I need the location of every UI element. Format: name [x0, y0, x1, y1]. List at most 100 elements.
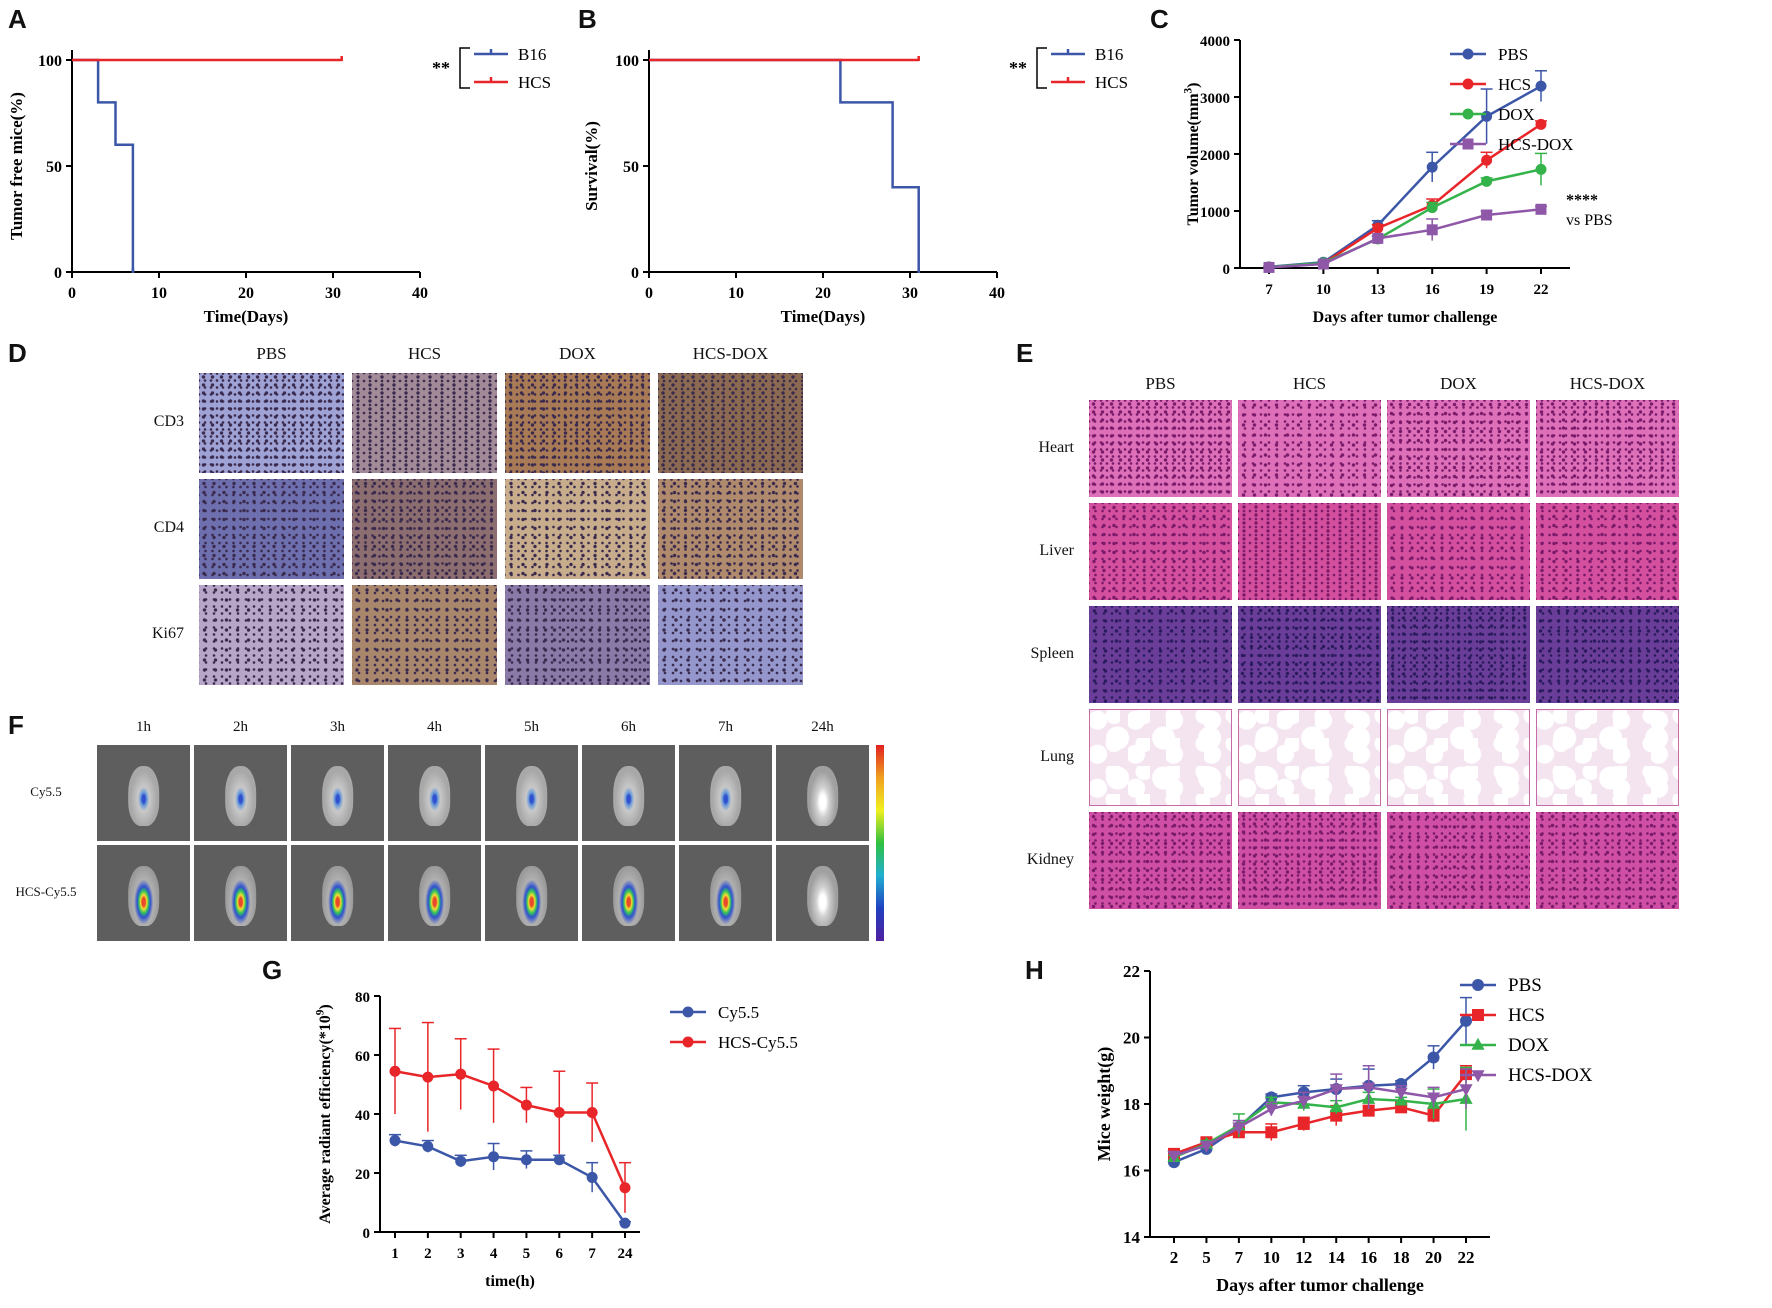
- fluorescence-image: [485, 745, 578, 841]
- panel-letter-h: H: [1025, 955, 1044, 985]
- y-tick-label: 50: [623, 159, 639, 176]
- data-point-hcs-dox: [1317, 258, 1329, 270]
- data-point-cy5-5: [488, 1151, 500, 1163]
- legend-label-hcs-dox: HCS-DOX: [1498, 135, 1574, 154]
- x-tick-label: 20: [815, 285, 831, 302]
- chart-c-tumor-volume: 7 10 13 16 19 22 0 1000 2000 3000 4000 Days after t…: [1183, 34, 1613, 326]
- mouse-silhouette: [515, 866, 548, 926]
- x-tick-label: 19: [1479, 282, 1494, 298]
- legend-marker-hcs-dox: [1462, 138, 1474, 150]
- column-label: 4h: [427, 719, 442, 735]
- y-tick-label: 0: [54, 265, 62, 282]
- chart-h-mice-weight: 2 5 7 10 12 14 16 18 20 22 14 16 18 20 22 Days after tu…: [1094, 962, 1593, 1295]
- x-axis-label: Days after tumor challenge: [1216, 1275, 1424, 1295]
- y-tick-label: 14: [1123, 1228, 1141, 1247]
- legend-label-hcs-cy5-5: HCS-Cy5.5: [718, 1033, 798, 1052]
- data-point-hcs-cy5-5: [389, 1065, 401, 1077]
- ihc-image: [505, 479, 650, 579]
- x-tick-label: 13: [1370, 282, 1385, 298]
- mouse-silhouette: [612, 766, 645, 826]
- significance-bracket: [459, 47, 470, 89]
- x-tick-label: 14: [1328, 1248, 1346, 1267]
- x-axis-label: time(h): [485, 1273, 535, 1290]
- data-point-hcs-dox: [1264, 1104, 1278, 1117]
- data-point-hcs-dox: [1297, 1095, 1311, 1108]
- mouse-silhouette: [612, 866, 645, 926]
- he-image: [1089, 812, 1232, 909]
- ihc-image: [658, 585, 803, 685]
- data-point-cy5-5: [455, 1155, 467, 1167]
- fluorescence-image: [97, 745, 190, 841]
- column-label: DOX: [559, 344, 596, 363]
- legend-marker-cy5-5: [682, 1006, 694, 1018]
- row-label: Spleen: [1030, 644, 1074, 662]
- legend-marker-pbs: [1462, 48, 1474, 60]
- data-point-pbs: [1460, 1014, 1472, 1027]
- ylabel-end: ): [1185, 83, 1202, 88]
- chart-g-radiant-efficiency: 1 2 3 4 5 6 7 24 0 20 40 60 80 time(h) Average radiant…: [315, 990, 798, 1290]
- he-image: [1387, 400, 1530, 497]
- data-point-cy5-5: [422, 1140, 434, 1152]
- significance-bracket: [1036, 47, 1047, 89]
- x-tick-label: 40: [989, 285, 1005, 302]
- y-tick-label: 18: [1123, 1095, 1140, 1114]
- x-axis-label: Time(Days): [781, 307, 866, 326]
- ihc-image: [505, 585, 650, 685]
- ihc-image: [658, 479, 803, 579]
- data-point-hcs: [1372, 222, 1384, 234]
- y-tick-label: 3000: [1200, 91, 1230, 107]
- he-image: [1387, 812, 1530, 909]
- x-tick-label: 12: [1295, 1248, 1312, 1267]
- mouse-silhouette: [321, 866, 354, 926]
- ylabel-sup: 9: [315, 1009, 327, 1015]
- data-point-hcs-dox: [1535, 203, 1547, 215]
- ihc-image: [352, 373, 497, 473]
- x-tick-label: 16: [1360, 1248, 1377, 1267]
- ylabel-sup: 3: [1183, 87, 1195, 93]
- legend-marker-hcs: [1462, 78, 1474, 90]
- y-tick-label: 60: [355, 1049, 370, 1065]
- data-point-hcs: [1265, 1126, 1278, 1139]
- data-point-hcs-dox: [1481, 209, 1493, 221]
- x-tick-label: 30: [902, 285, 918, 302]
- legend-label-hcs: HCS: [1095, 73, 1128, 92]
- row-label: Kidney: [1026, 850, 1074, 868]
- column-label: DOX: [1440, 374, 1477, 393]
- ihc-image: [352, 479, 497, 579]
- x-tick-label: 40: [412, 285, 428, 302]
- he-image: [1238, 400, 1381, 497]
- series-line-hcs-dox: [1268, 208, 1542, 269]
- row-label: Cy5.5: [30, 784, 62, 799]
- data-point-pbs: [1481, 110, 1493, 122]
- he-image: [1089, 709, 1232, 806]
- data-point-pbs: [1426, 161, 1438, 173]
- legend-marker-dox: [1462, 108, 1474, 120]
- x-tick-label: 0: [68, 285, 76, 302]
- x-axis-label: Days after tumor challenge: [1313, 309, 1498, 326]
- column-label: PBS: [256, 344, 287, 363]
- x-tick-label: 2: [1170, 1248, 1179, 1267]
- mouse-silhouette: [515, 766, 548, 826]
- mouse-silhouette: [127, 766, 160, 826]
- panel-letter-b: B: [578, 4, 597, 34]
- ylabel-main: Average radiant efficiency(*10: [317, 1015, 334, 1224]
- data-point-hcs-dox: [1232, 1122, 1246, 1135]
- data-point-hcs-dox: [1394, 1087, 1408, 1100]
- column-label: HCS-DOX: [692, 344, 769, 363]
- x-tick-label: 22: [1458, 1248, 1475, 1267]
- y-tick-label: 80: [355, 990, 370, 1006]
- legend-marker-dox: [1471, 1037, 1485, 1050]
- data-point-hcs-dox: [1459, 1084, 1473, 1097]
- legend-label-pbs: PBS: [1508, 975, 1542, 996]
- x-tick-label: 4: [490, 1246, 498, 1262]
- y-axis-label: Survival(%): [582, 121, 601, 211]
- data-point-hcs: [1362, 1104, 1375, 1117]
- x-tick-label: 10: [151, 285, 167, 302]
- x-tick-label: 7: [1235, 1248, 1244, 1267]
- data-point-cy5-5: [389, 1135, 401, 1147]
- column-label: 24h: [811, 719, 834, 735]
- y-tick-label: 0: [631, 265, 639, 282]
- ylabel-main: Survival(%): [582, 121, 601, 211]
- ihc-image: [352, 585, 497, 685]
- he-image: [1536, 709, 1679, 806]
